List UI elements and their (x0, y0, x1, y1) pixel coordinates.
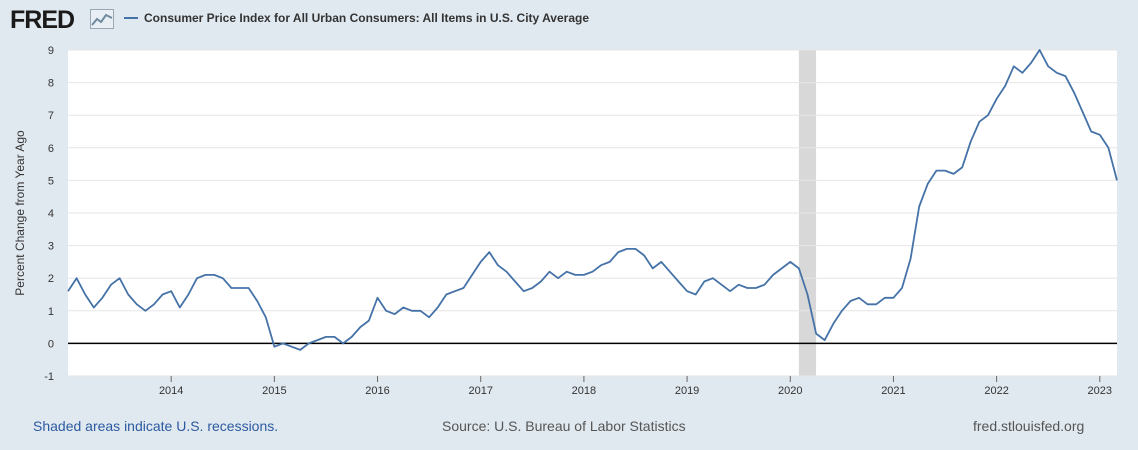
line-graph-icon (90, 9, 114, 29)
x-tick-label: 2021 (881, 385, 905, 397)
y-tick-label: 9 (48, 45, 54, 57)
y-tick-label: 8 (48, 78, 54, 90)
y-tick-label: 1 (48, 306, 54, 318)
x-tick-label: 2014 (159, 385, 183, 397)
site-url[interactable]: fred.stlouisfed.org (973, 418, 1085, 434)
y-tick-label: 5 (48, 175, 54, 187)
y-axis-ticks: -1 0 1 2 3 4 5 6 7 8 9 (44, 45, 54, 383)
y-tick-label: 6 (48, 143, 54, 155)
chart-header: FRED Consumer Price Index for All Urban … (0, 0, 1138, 40)
legend-swatch (124, 17, 138, 19)
chart-legend: Consumer Price Index for All Urban Consu… (124, 11, 589, 25)
y-tick-label: 4 (48, 208, 54, 220)
cpi-series-line[interactable] (67, 49, 1118, 351)
gridlines (68, 49, 1117, 377)
x-tick-label: 2018 (572, 385, 596, 397)
x-tick-label: 2023 (1088, 385, 1112, 397)
x-tick-label: 2016 (365, 385, 389, 397)
y-axis-label: Percent Change from Year Ago (13, 130, 27, 296)
legend-label: Consumer Price Index for All Urban Consu… (144, 11, 589, 25)
y-tick-label: 3 (48, 241, 54, 253)
source-note: Source: U.S. Bureau of Labor Statistics (442, 418, 686, 434)
y-tick-label: 7 (48, 110, 54, 122)
x-tick-label: 2020 (778, 385, 802, 397)
fred-logo[interactable]: FRED (10, 6, 75, 34)
x-tick-label: 2019 (675, 385, 699, 397)
line-chart: -1 0 1 2 3 4 5 6 7 8 9 2014 2015 2016 2017 2018 2019 202… (13, 45, 1118, 397)
y-tick-label: -1 (44, 371, 54, 383)
x-tick-label: 2015 (262, 385, 286, 397)
y-tick-label: 2 (48, 273, 54, 285)
x-tick-label: 2017 (468, 385, 492, 397)
recession-note-link[interactable]: Shaded areas indicate U.S. recessions. (33, 418, 279, 434)
y-tick-label: 0 (48, 338, 54, 350)
x-tick-label: 2022 (984, 385, 1008, 397)
x-axis-ticks: 2014 2015 2016 2017 2018 2019 2020 2021 2022 2023 (159, 376, 1112, 397)
chart-footer: Shaded areas indicate U.S. recessions. S… (0, 412, 1138, 442)
